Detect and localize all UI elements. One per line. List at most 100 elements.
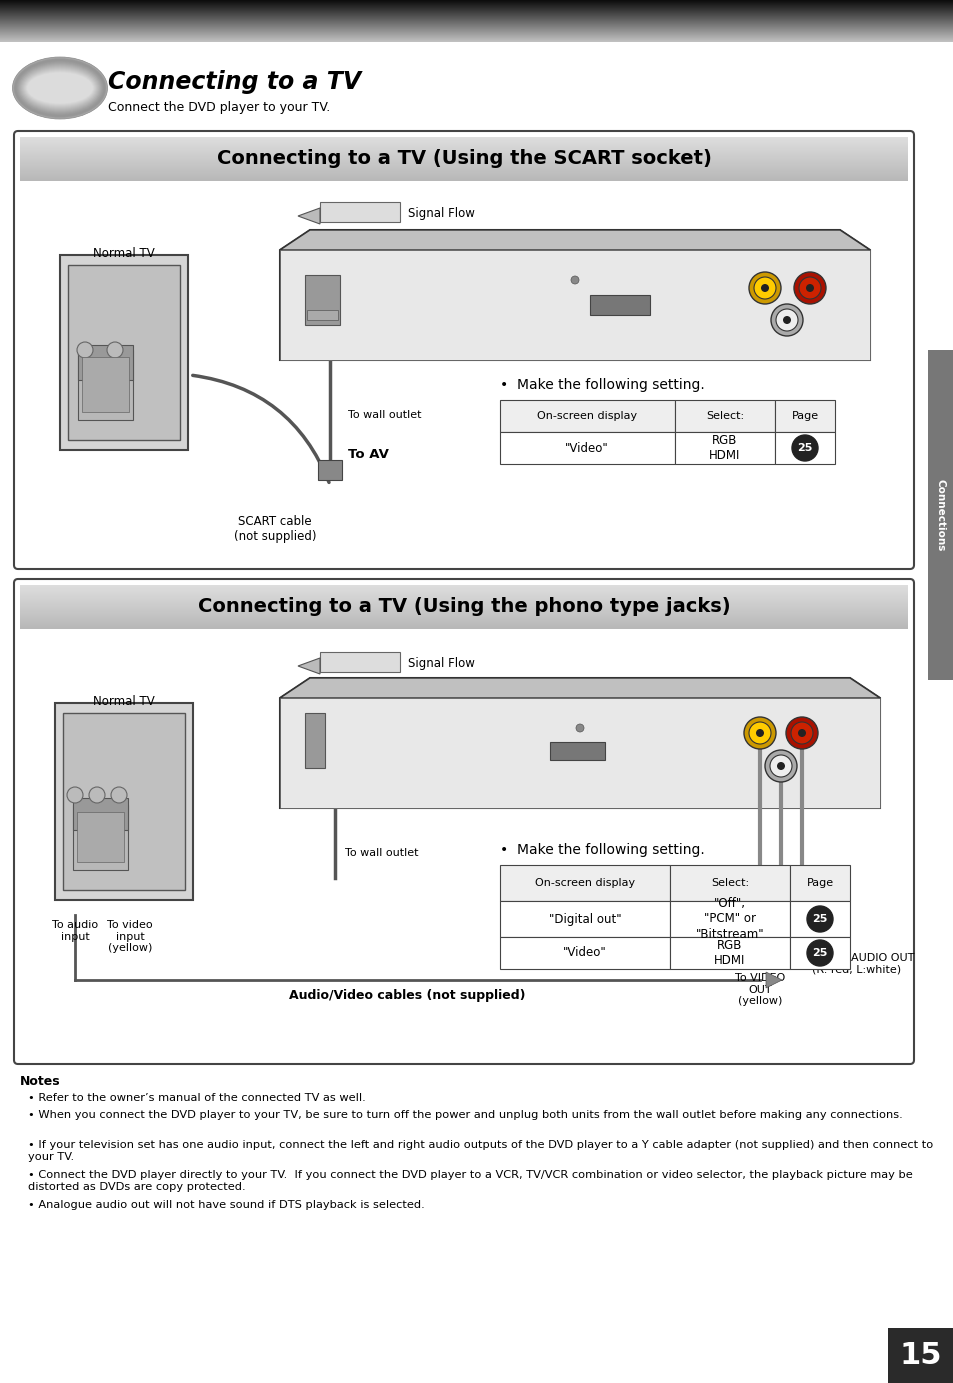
Bar <box>319 651 399 672</box>
Bar <box>305 714 325 768</box>
Text: Normal TV: Normal TV <box>93 696 154 708</box>
Circle shape <box>107 342 123 358</box>
Text: On-screen display: On-screen display <box>537 411 637 420</box>
Text: RGB
HDMI: RGB HDMI <box>714 939 745 967</box>
Bar <box>675 400 774 431</box>
Bar <box>68 266 180 440</box>
Circle shape <box>770 304 802 336</box>
Polygon shape <box>280 678 879 808</box>
Text: To audio
input: To audio input <box>51 920 98 942</box>
Text: • Connect the DVD player directly to your TV.  If you connect the DVD player to : • Connect the DVD player directly to you… <box>28 1170 912 1192</box>
Circle shape <box>111 787 127 804</box>
Circle shape <box>571 277 578 284</box>
Text: "Video": "Video" <box>564 441 608 455</box>
Ellipse shape <box>16 61 104 116</box>
Circle shape <box>760 284 768 292</box>
Circle shape <box>743 716 775 750</box>
Ellipse shape <box>15 59 105 116</box>
Bar <box>305 275 339 325</box>
Circle shape <box>799 277 821 299</box>
Text: Page: Page <box>805 878 833 888</box>
Ellipse shape <box>15 59 105 116</box>
Bar <box>499 938 669 969</box>
Bar <box>499 400 675 431</box>
Bar <box>887 1328 953 1383</box>
Bar <box>280 698 879 808</box>
Ellipse shape <box>12 57 108 119</box>
Bar <box>55 703 193 900</box>
Ellipse shape <box>17 61 103 115</box>
Circle shape <box>806 940 832 965</box>
Text: "Digital out": "Digital out" <box>548 913 620 925</box>
Text: To VIDEO
OUT
(yellow): To VIDEO OUT (yellow) <box>734 974 784 1007</box>
Circle shape <box>748 272 781 304</box>
Text: Connecting to a TV (Using the SCART socket): Connecting to a TV (Using the SCART sock… <box>216 149 711 169</box>
Circle shape <box>764 750 796 781</box>
Ellipse shape <box>18 62 102 113</box>
Text: 15: 15 <box>899 1340 942 1369</box>
Ellipse shape <box>20 65 100 111</box>
Text: "Video": "Video" <box>562 946 606 960</box>
Ellipse shape <box>14 59 106 118</box>
Bar <box>78 344 132 380</box>
Text: To video
input
(yellow): To video input (yellow) <box>107 920 152 953</box>
Bar <box>499 864 669 900</box>
Circle shape <box>805 284 813 292</box>
Text: On-screen display: On-screen display <box>535 878 635 888</box>
Bar <box>789 938 849 969</box>
Ellipse shape <box>27 72 93 104</box>
Bar <box>280 250 869 360</box>
Text: •  Make the following setting.: • Make the following setting. <box>499 844 704 857</box>
Ellipse shape <box>14 58 106 118</box>
Text: Audio/Video cables (not supplied): Audio/Video cables (not supplied) <box>289 989 525 1001</box>
Circle shape <box>77 342 92 358</box>
Ellipse shape <box>27 72 92 104</box>
Bar <box>669 900 789 938</box>
Polygon shape <box>765 972 781 987</box>
Bar <box>20 585 907 629</box>
Bar <box>669 938 789 969</box>
Circle shape <box>89 787 105 804</box>
Bar <box>63 714 185 891</box>
Text: • When you connect the DVD player to your TV, be sure to turn off the power and : • When you connect the DVD player to you… <box>28 1111 902 1120</box>
FancyBboxPatch shape <box>14 131 913 568</box>
Polygon shape <box>280 230 869 250</box>
Polygon shape <box>280 678 879 698</box>
Ellipse shape <box>24 69 96 106</box>
Bar <box>77 812 124 862</box>
Bar <box>789 900 849 938</box>
Bar <box>927 350 953 680</box>
FancyBboxPatch shape <box>14 579 913 1064</box>
Circle shape <box>776 762 784 770</box>
Bar <box>307 310 337 319</box>
Text: 25: 25 <box>811 947 827 958</box>
Ellipse shape <box>18 64 102 113</box>
Text: To AV: To AV <box>348 448 389 462</box>
Polygon shape <box>297 658 319 674</box>
Ellipse shape <box>23 69 96 108</box>
Ellipse shape <box>20 65 99 111</box>
Ellipse shape <box>22 68 97 108</box>
Ellipse shape <box>25 71 95 106</box>
Bar <box>78 350 132 420</box>
Text: Connecting to a TV: Connecting to a TV <box>108 71 361 94</box>
Text: • Analogue audio out will not have sound if DTS playback is selected.: • Analogue audio out will not have sound… <box>28 1200 424 1210</box>
Ellipse shape <box>21 66 99 111</box>
Bar <box>774 431 834 465</box>
Text: Signal Flow: Signal Flow <box>408 657 475 669</box>
Text: RGB
HDMI: RGB HDMI <box>709 434 740 462</box>
Circle shape <box>772 947 788 964</box>
Bar <box>82 357 129 412</box>
Ellipse shape <box>24 69 95 106</box>
Bar <box>669 864 789 900</box>
Text: To 2ch AUDIO OUT
(R: red, L:white): To 2ch AUDIO OUT (R: red, L:white) <box>811 953 913 975</box>
Text: Signal Flow: Signal Flow <box>408 206 475 220</box>
Ellipse shape <box>13 58 107 118</box>
Circle shape <box>748 722 770 744</box>
Text: "Off",
"PCM" or
"Bitstream": "Off", "PCM" or "Bitstream" <box>695 898 763 940</box>
Text: • Refer to the owner’s manual of the connected TV as well.: • Refer to the owner’s manual of the con… <box>28 1093 365 1104</box>
Circle shape <box>769 755 791 777</box>
Text: To wall outlet: To wall outlet <box>348 409 421 420</box>
Text: Notes: Notes <box>20 1075 61 1088</box>
Ellipse shape <box>26 72 93 105</box>
